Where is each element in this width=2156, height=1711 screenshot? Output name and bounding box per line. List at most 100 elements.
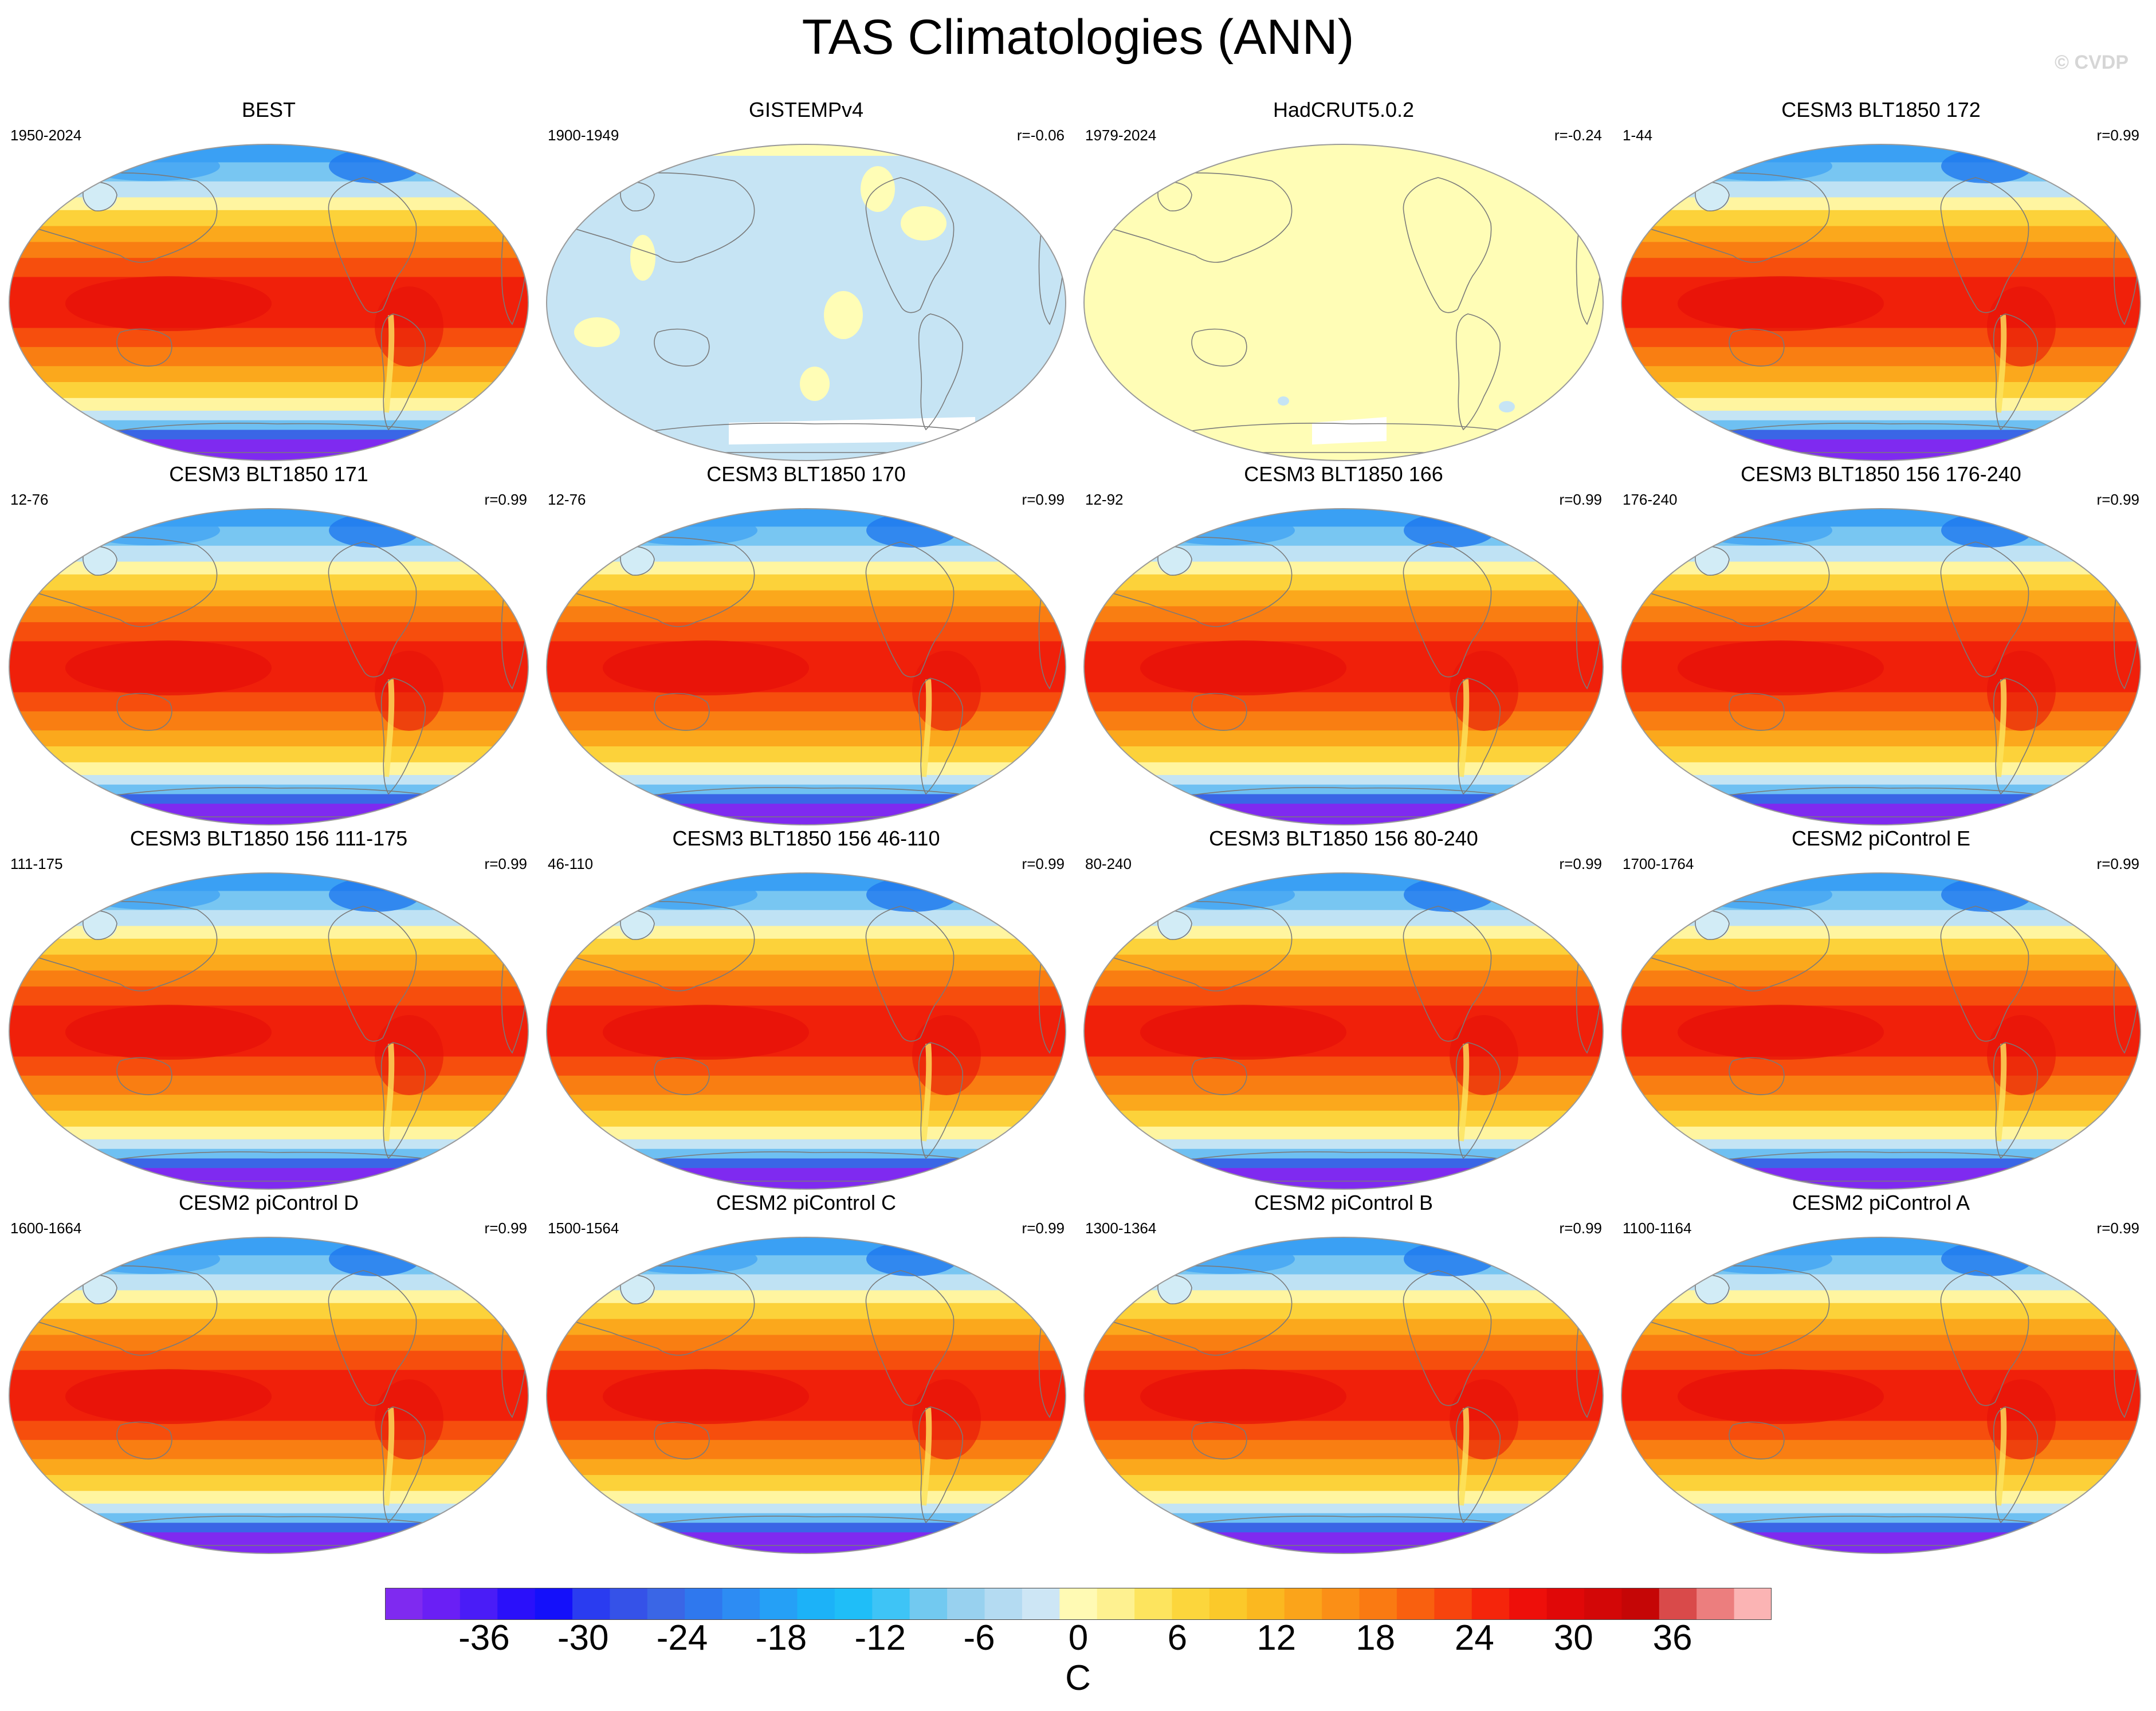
colorbar-swatch — [572, 1588, 611, 1620]
panel-period: 1950-2024 — [10, 127, 82, 144]
global-map — [9, 144, 529, 461]
panel-title: CESM3 BLT1850 156 176-240 — [1741, 462, 2021, 486]
colorbar-tick-label: 36 — [1652, 1618, 1692, 1658]
cvdp-watermark: © CVDP — [2055, 52, 2128, 73]
colorbar-tick-label: -6 — [963, 1618, 995, 1658]
global-map — [546, 872, 1066, 1190]
map-field — [1621, 508, 2141, 825]
map-panel: CESM3 BLT1850 170 12-76 r=0.99 — [537, 462, 1075, 826]
map-panel: CESM3 BLT1850 171 12-76 r=0.99 — [0, 462, 537, 826]
panel-period: 80-240 — [1085, 855, 1132, 872]
panel-title: CESM3 BLT1850 171 — [169, 462, 368, 486]
map-field — [9, 144, 529, 461]
panel-period: 1600-1664 — [10, 1220, 82, 1237]
panel-title: CESM3 BLT1850 172 — [1781, 98, 1981, 121]
map-panel: CESM3 BLT1850 172 1-44 r=0.99 — [1612, 97, 2150, 462]
colorbar-swatch — [422, 1588, 461, 1620]
colorbar — [385, 1588, 1772, 1620]
map-field — [9, 1237, 529, 1554]
colorbar-swatch — [685, 1588, 723, 1620]
colorbar-swatch — [1434, 1588, 1472, 1620]
map-field — [546, 872, 1066, 1190]
global-map — [546, 508, 1066, 825]
panel-title: CESM2 piControl E — [1791, 827, 1971, 850]
colorbar-swatch — [1584, 1588, 1622, 1620]
colorbar-swatch — [1396, 1588, 1435, 1620]
panel-correlation: r=0.99 — [484, 855, 527, 872]
global-map — [1621, 508, 2141, 825]
panel-period: 12-76 — [10, 491, 49, 508]
colorbar-tick-label: -36 — [458, 1618, 510, 1658]
global-map — [1621, 144, 2141, 461]
map-field — [546, 508, 1066, 825]
map-field — [9, 872, 529, 1190]
panel-title: CESM3 BLT1850 156 111-175 — [129, 827, 408, 850]
panel-correlation: r=0.99 — [1559, 1220, 1602, 1237]
colorbar-tick-label: 18 — [1356, 1618, 1396, 1658]
map-field — [546, 144, 1066, 461]
colorbar-swatch — [497, 1588, 536, 1620]
map-field — [9, 508, 529, 825]
colorbar-tick-label: 24 — [1454, 1618, 1494, 1658]
colorbar-swatch — [1022, 1588, 1060, 1620]
colorbar-swatch — [1097, 1588, 1135, 1620]
panel-correlation: r=0.99 — [2096, 491, 2139, 508]
panel-period: 1-44 — [1623, 127, 1653, 144]
map-panel: CESM3 BLT1850 156 80-240 80-240 r=0.99 — [1075, 826, 1612, 1190]
map-field — [1621, 144, 2141, 461]
global-map — [9, 1237, 529, 1554]
panel-period: 1979-2024 — [1085, 127, 1157, 144]
panel-correlation: r=-0.24 — [1554, 127, 1602, 144]
panel-period: 176-240 — [1623, 491, 1678, 508]
global-map — [1083, 508, 1604, 825]
colorbar-swatch — [610, 1588, 648, 1620]
panel-title: CESM3 BLT1850 166 — [1244, 462, 1443, 486]
map-panel: CESM3 BLT1850 156 111-175 111-175 r=0.99 — [0, 826, 537, 1190]
map-panel: CESM2 piControl A 1100-1164 r=0.99 — [1612, 1190, 2150, 1555]
panel-title: BEST — [241, 98, 296, 121]
panel-correlation: r=-0.06 — [1016, 127, 1065, 144]
colorbar-swatch — [1284, 1588, 1322, 1620]
map-field — [1083, 872, 1604, 1190]
colorbar-swatch — [909, 1588, 948, 1620]
panel-correlation: r=0.99 — [1022, 491, 1065, 508]
colorbar-tick-label: -12 — [854, 1618, 906, 1658]
map-panel: CESM3 BLT1850 156 176-240 176-240 r=0.99 — [1612, 462, 2150, 826]
panel-correlation: r=0.99 — [1559, 855, 1602, 872]
panel-title: CESM2 piControl A — [1792, 1191, 1970, 1214]
colorbar-swatch — [1734, 1588, 1772, 1620]
colorbar-swatch — [385, 1588, 423, 1620]
colorbar-swatch — [1209, 1588, 1247, 1620]
map-panel: CESM2 piControl E 1700-1764 r=0.99 — [1612, 826, 2150, 1190]
colorbar-swatch — [1659, 1588, 1697, 1620]
panel-period: 1900-1949 — [548, 127, 619, 144]
map-panel: CESM2 piControl D 1600-1664 r=0.99 — [0, 1190, 537, 1555]
map-panel: CESM2 piControl C 1500-1564 r=0.99 — [537, 1190, 1075, 1555]
panel-period: 1500-1564 — [548, 1220, 619, 1237]
colorbar-swatch — [1172, 1588, 1210, 1620]
global-map — [1621, 872, 2141, 1190]
panel-title: CESM2 piControl C — [716, 1191, 897, 1214]
panel-correlation: r=0.99 — [2096, 127, 2139, 144]
panel-correlation: r=0.99 — [1559, 491, 1602, 508]
panel-correlation: r=0.99 — [484, 1220, 527, 1237]
colorbar-swatch — [1359, 1588, 1397, 1620]
global-map — [1083, 872, 1604, 1190]
panel-correlation: r=0.99 — [484, 491, 527, 508]
panel-period: 111-175 — [10, 855, 63, 872]
map-field — [1621, 872, 2141, 1190]
colorbar-swatch — [984, 1588, 1023, 1620]
colorbar-tick-label: 6 — [1167, 1618, 1188, 1658]
colorbar-units: C — [1065, 1658, 1091, 1698]
figure-title: TAS Climatologies (ANN) — [802, 10, 1354, 65]
colorbar-swatch — [1696, 1588, 1735, 1620]
colorbar-tick-label: -18 — [755, 1618, 807, 1658]
colorbar-swatch — [460, 1588, 498, 1620]
map-field — [546, 1237, 1066, 1554]
colorbar-swatch — [760, 1588, 798, 1620]
panel-period: 1100-1164 — [1623, 1220, 1692, 1237]
panel-period: 12-92 — [1085, 491, 1124, 508]
map-field — [1621, 1237, 2141, 1554]
panel-period: 12-76 — [548, 491, 586, 508]
panel-title: CESM3 BLT1850 156 80-240 — [1209, 827, 1478, 850]
